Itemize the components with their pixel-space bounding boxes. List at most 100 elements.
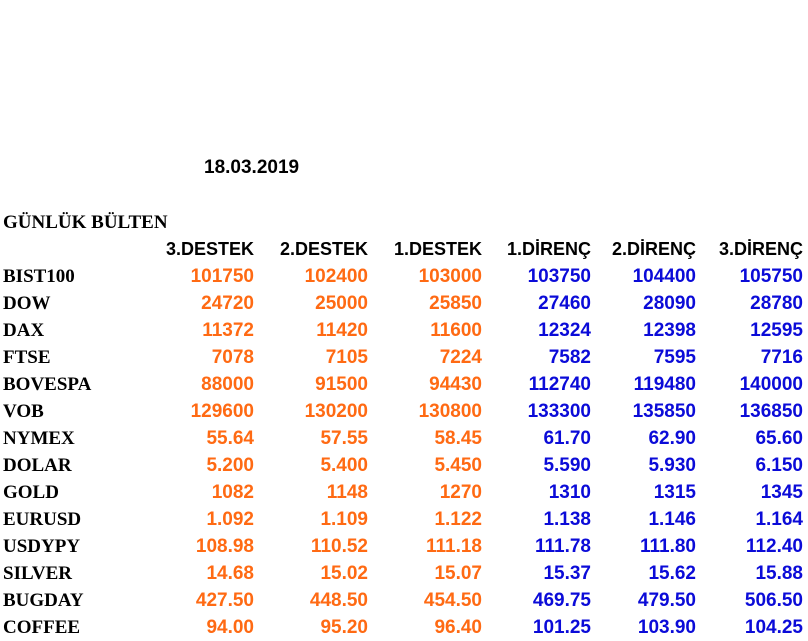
header-support-2: 2.DESTEK <box>279 239 368 259</box>
resistance-3-value: 28780 <box>750 293 803 314</box>
table-row: VOB 129600 130200 130800 133300 135850 136850 <box>0 398 803 425</box>
resistance-2-value: 111.80 <box>639 536 696 557</box>
support-3-value: 5.200 <box>206 455 254 476</box>
resistance-1-value: 1310 <box>548 482 591 503</box>
header-support-1: 1.DESTEK <box>393 239 482 259</box>
resistance-3-value: 15.88 <box>755 563 803 584</box>
resistance-1-value: 27460 <box>538 293 591 314</box>
resistance-1-value: 7582 <box>548 347 591 368</box>
support-1-value: 454.50 <box>423 590 482 611</box>
table-row: BUGDAY 427.50 448.50 454.50 469.75 479.50 506.… <box>0 587 803 614</box>
bulletin-date: 18.03.2019 <box>204 157 300 178</box>
instrument-name: BUGDAY <box>3 590 84 611</box>
resistance-2-value: 5.930 <box>648 455 696 476</box>
resistance-1-value: 133300 <box>527 401 591 422</box>
resistance-3-value: 65.60 <box>755 428 803 449</box>
support-1-value: 5.450 <box>434 455 482 476</box>
resistance-3-value: 506.50 <box>744 590 803 611</box>
support-1-value: 103000 <box>418 266 482 287</box>
table-row: EURUSD 1.092 1.109 1.122 1.138 1.146 1.164 <box>0 506 803 533</box>
support-3-value: 11372 <box>202 320 254 341</box>
support-2-value: 1148 <box>326 482 368 503</box>
support-3-value: 14.68 <box>206 563 254 584</box>
support-2-value: 25000 <box>315 293 368 314</box>
instrument-name: DAX <box>3 320 45 341</box>
resistance-2-value: 28090 <box>643 293 696 314</box>
resistance-3-value: 112.40 <box>745 536 803 557</box>
resistance-2-value: 104400 <box>632 266 696 287</box>
instrument-name: NYMEX <box>3 428 75 449</box>
support-1-value: 130800 <box>418 401 482 422</box>
support-3-value: 1.092 <box>206 509 254 530</box>
support-3-value: 24720 <box>201 293 254 314</box>
support-1-value: 25850 <box>429 293 482 314</box>
instrument-name: USDYPY <box>3 536 81 557</box>
support-2-value: 102400 <box>304 266 368 287</box>
resistance-2-value: 1315 <box>653 482 696 503</box>
support-1-value: 11600 <box>430 320 482 341</box>
instrument-name: VOB <box>3 401 44 422</box>
table-row: DAX 11372 11420 11600 12324 12398 12595 <box>0 317 803 344</box>
table-row: COFFEE 94.00 95.20 96.40 101.25 103.90 104.25 <box>0 614 803 641</box>
table-row: NYMEX 55.64 57.55 58.45 61.70 62.90 65.60 <box>0 425 803 452</box>
support-3-value: 1082 <box>211 482 254 503</box>
support-2-value: 130200 <box>304 401 368 422</box>
resistance-1-value: 5.590 <box>543 455 591 476</box>
support-2-value: 1.109 <box>320 509 368 530</box>
resistance-3-value: 104.25 <box>744 617 803 638</box>
resistance-1-value: 12324 <box>538 320 591 341</box>
support-3-value: 129600 <box>190 401 254 422</box>
header-resistance-2: 2.DİRENÇ <box>611 239 696 259</box>
resistance-1-value: 469.75 <box>532 590 591 611</box>
instrument-name: GOLD <box>3 482 59 503</box>
resistance-2-value: 135850 <box>632 401 696 422</box>
support-1-value: 111.18 <box>425 536 482 557</box>
support-3-value: 7078 <box>211 347 254 368</box>
table-row: BOVESPA 88000 91500 94430 112740 119480 140000 <box>0 371 803 398</box>
instrument-name: BOVESPA <box>3 374 92 395</box>
resistance-1-value: 101.25 <box>532 617 591 638</box>
header-support-3: 3.DESTEK <box>165 239 254 259</box>
support-1-value: 1.122 <box>434 509 482 530</box>
resistance-3-value: 140000 <box>739 374 803 395</box>
support-2-value: 91500 <box>315 374 368 395</box>
support-2-value: 15.02 <box>320 563 368 584</box>
bulletin-title: GÜNLÜK BÜLTEN <box>3 212 168 233</box>
support-2-value: 57.55 <box>320 428 368 449</box>
header-row: 3.DESTEK 2.DESTEK 1.DESTEK 1.DİRENÇ 2.Dİ… <box>0 236 803 263</box>
support-2-value: 448.50 <box>309 590 368 611</box>
table-row: SILVER 14.68 15.02 15.07 15.37 15.62 15.88 <box>0 560 803 587</box>
header-blank <box>0 236 140 263</box>
resistance-3-value: 136850 <box>739 401 803 422</box>
instrument-name: EURUSD <box>3 509 82 530</box>
resistance-3-value: 7716 <box>760 347 803 368</box>
resistance-1-value: 112740 <box>528 374 591 395</box>
support-3-value: 101750 <box>190 266 254 287</box>
instrument-name: COFFEE <box>3 617 81 638</box>
support-2-value: 110.52 <box>310 536 368 557</box>
support-3-value: 427.50 <box>195 590 254 611</box>
resistance-1-value: 61.70 <box>543 428 591 449</box>
support-1-value: 1270 <box>439 482 482 503</box>
instrument-name: DOLAR <box>3 455 72 476</box>
resistance-2-value: 12398 <box>643 320 696 341</box>
resistance-3-value: 1345 <box>760 482 803 503</box>
resistance-3-value: 12595 <box>750 320 803 341</box>
table-row: DOW 24720 25000 25850 27460 28090 28780 <box>0 290 803 317</box>
header-resistance-3: 3.DİRENÇ <box>718 239 803 259</box>
instrument-name: SILVER <box>3 563 73 584</box>
resistance-1-value: 1.138 <box>543 509 591 530</box>
instrument-name: BIST100 <box>3 266 75 287</box>
instrument-name: FTSE <box>3 347 51 368</box>
support-2-value: 95.20 <box>320 617 368 638</box>
table-row: BIST100 101750 102400 103000 103750 104400 105… <box>0 263 803 290</box>
levels-table: 3.DESTEK 2.DESTEK 1.DESTEK 1.DİRENÇ 2.Dİ… <box>0 236 803 641</box>
resistance-2-value: 7595 <box>653 347 696 368</box>
header-resistance-1: 1.DİRENÇ <box>506 239 591 259</box>
resistance-2-value: 119480 <box>633 374 696 395</box>
support-1-value: 15.07 <box>434 563 482 584</box>
support-1-value: 94430 <box>429 374 482 395</box>
table-row: USDYPY 108.98 110.52 111.18 111.78 111.80 112.… <box>0 533 803 560</box>
resistance-1-value: 111.78 <box>534 536 591 557</box>
support-3-value: 88000 <box>201 374 254 395</box>
